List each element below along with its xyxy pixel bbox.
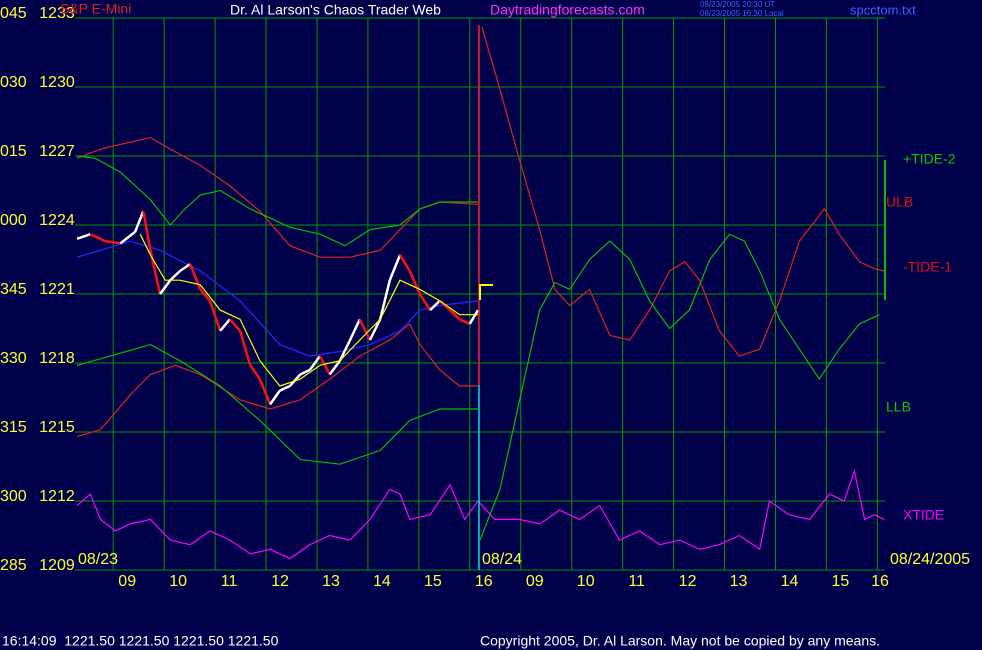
copyright: Copyright 2005, Dr. Al Larson. May not b… — [480, 633, 880, 649]
status-line: 16:14:09 1221.50 1221.50 1221.50 1221.50 — [2, 633, 279, 649]
series-line — [139, 233, 478, 387]
price-segment — [142, 210, 152, 251]
price-segment — [348, 318, 361, 341]
series-line — [76, 136, 479, 258]
x-tick-label: 12 — [679, 573, 697, 590]
x-tick-label: 11 — [221, 573, 238, 590]
series-line — [479, 233, 880, 541]
x-tick-label: 15 — [832, 573, 850, 590]
x-tick-label: 16 — [871, 573, 889, 590]
y-tick-label: 000 1224 — [0, 212, 75, 229]
price-segment — [459, 318, 471, 326]
x-tick-label: 14 — [781, 573, 799, 590]
x-tick-label: 09 — [118, 573, 136, 590]
price-segment — [358, 318, 372, 341]
y-tick-label: 015 1227 — [0, 143, 75, 160]
timestamp: 08/23/2005 20:30 UT — [700, 0, 775, 9]
date-label: 08/24/2005 — [890, 551, 970, 568]
price-segment — [408, 270, 422, 295]
price-segment — [133, 210, 145, 233]
price-segment — [104, 239, 121, 245]
labels: 045 1233 030 1230 015 1227 000 1224 345 1221… — [0, 5, 956, 590]
y-tick-label: 315 1215 — [0, 419, 75, 436]
series-line — [76, 322, 478, 438]
price-segment — [169, 270, 181, 282]
website: Daytradingforecasts.com — [490, 2, 645, 18]
price-segment — [269, 389, 281, 406]
price-segment — [188, 263, 202, 290]
price-segment — [228, 318, 241, 332]
y-tick-label: 030 1230 — [0, 74, 75, 91]
price-segment — [238, 330, 252, 366]
series-label: -TIDE-1 — [903, 259, 952, 275]
price-segment — [208, 300, 222, 332]
price-segment — [199, 288, 211, 302]
price-segment — [119, 230, 136, 245]
y-tick-label: 045 1233 — [0, 5, 75, 22]
series-line — [76, 155, 478, 247]
x-tick-label: 15 — [424, 573, 442, 590]
price-segment — [279, 384, 291, 392]
price-segment — [378, 279, 392, 320]
x-tick-label: 10 — [169, 573, 187, 590]
price-segment — [299, 368, 311, 376]
plot — [76, 27, 885, 560]
series-label: +TIDE-2 — [903, 151, 956, 167]
series-line — [76, 240, 479, 357]
price-segment — [89, 233, 106, 243]
instrument: S&P E-Mini — [60, 1, 131, 17]
x-tick-label: 13 — [730, 573, 748, 590]
price-segment — [388, 254, 402, 281]
date-label: 08/23 — [78, 551, 118, 568]
price-segment — [308, 355, 322, 371]
price-segment — [368, 318, 382, 341]
price-segment — [328, 359, 341, 376]
x-tick-label: 11 — [628, 573, 645, 590]
y-tick-label: 330 1218 — [0, 350, 75, 367]
price-segment — [418, 293, 432, 311]
chart-title: Dr. Al Larson's Chaos Trader Web — [230, 2, 441, 18]
date-label: 08/24 — [482, 551, 522, 568]
series-line — [481, 27, 885, 357]
y-tick-label: 285 1209 — [0, 557, 75, 574]
series-label: ULB — [886, 194, 913, 210]
price-segment — [338, 339, 352, 362]
price-segment — [76, 233, 91, 240]
last-price-marker — [479, 284, 493, 300]
price-segment — [219, 318, 231, 332]
x-tick-label: 13 — [322, 573, 340, 590]
y-tick-label: 300 1212 — [0, 488, 75, 505]
y-tick-label: 345 1221 — [0, 281, 75, 298]
price-segment — [318, 355, 331, 376]
series-label: LLB — [886, 399, 911, 415]
price-segment — [429, 299, 441, 312]
series-label: XTIDE — [903, 507, 944, 523]
price-segment — [159, 279, 172, 295]
filename: spcctom.txt — [850, 2, 916, 17]
price-segment — [249, 364, 261, 380]
x-tick-label: 14 — [373, 573, 391, 590]
price-segment — [398, 254, 411, 272]
price-segment — [468, 309, 480, 325]
price-segment — [258, 378, 272, 405]
price-segment — [179, 263, 191, 273]
series-line — [76, 343, 478, 465]
x-tick-label: 10 — [577, 573, 595, 590]
grid — [75, 17, 885, 571]
timestamp: 08/23/2005 16:30 Local — [700, 9, 784, 18]
x-tick-label: 16 — [475, 573, 493, 590]
series-line — [76, 468, 885, 560]
x-tick-label: 09 — [526, 573, 544, 590]
x-tick-label: 12 — [271, 573, 289, 590]
price-segment — [449, 309, 461, 321]
